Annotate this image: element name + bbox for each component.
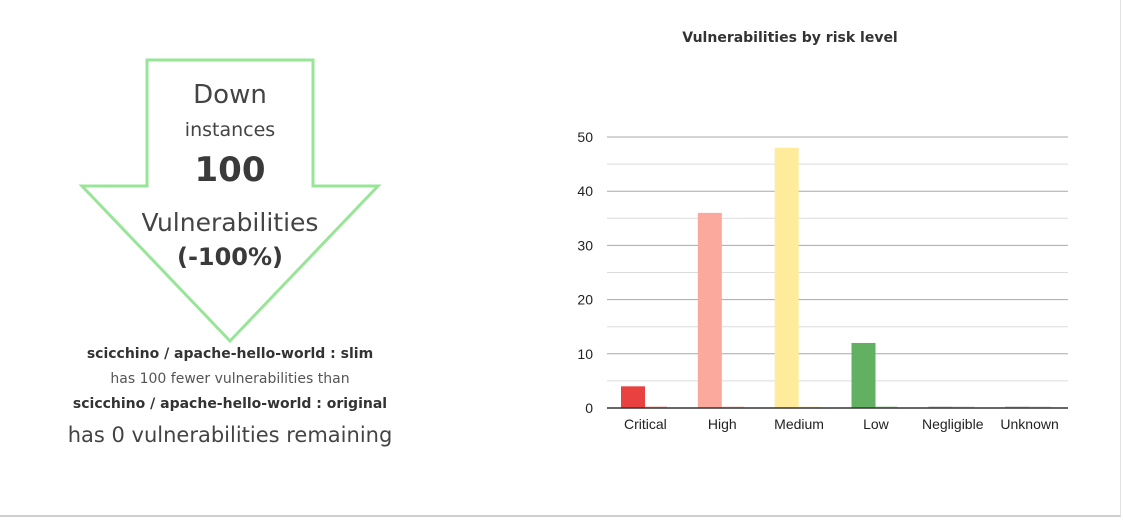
bar-medium[interactable] xyxy=(774,147,799,408)
instances-count: 100 xyxy=(194,150,266,190)
x-category-label: Medium xyxy=(774,416,824,432)
down-arrow-icon xyxy=(78,58,382,344)
y-tick-label: 0 xyxy=(585,400,593,416)
axis-labels: 0 10 20 30 40 50 Critical High Medium Low Negligib… xyxy=(577,129,1058,432)
y-tick-label: 40 xyxy=(577,183,593,199)
percent-change: (-100%) xyxy=(176,243,284,271)
y-tick-label: 10 xyxy=(577,346,593,362)
y-tick-label: 20 xyxy=(577,292,593,308)
comparison-text: has 100 fewer vulnerabilities than xyxy=(110,371,350,387)
bar-low[interactable] xyxy=(851,342,876,408)
chart-title: Vulnerabilities by risk level xyxy=(682,30,898,46)
bar-high[interactable] xyxy=(697,212,722,408)
direction-label: Down xyxy=(193,80,267,110)
instances-label: instances xyxy=(184,119,276,141)
y-tick-label: 50 xyxy=(577,129,593,145)
x-category-label: Critical xyxy=(624,416,667,432)
old-image-name: scicchino / apache-hello-world : origina… xyxy=(72,396,388,412)
down-arrow-shape xyxy=(78,58,382,344)
summary-panel: Down instances 100 Vulnerabilities (-100… xyxy=(0,0,460,470)
bars xyxy=(621,147,1052,408)
vulnerabilities-label: Vulnerabilities xyxy=(141,208,319,237)
remaining-text: has 0 vulnerabilities remaining xyxy=(67,423,393,447)
x-category-label: Low xyxy=(863,416,890,432)
bar-chart: 0 10 20 30 40 50 Critical High Medium Low Negligib… xyxy=(577,129,1068,432)
x-category-label: High xyxy=(708,416,737,432)
new-image-name: scicchino / apache-hello-world : slim xyxy=(86,346,374,362)
x-category-label: Unknown xyxy=(1000,416,1058,432)
bar-critical[interactable] xyxy=(621,386,645,408)
y-tick-label: 30 xyxy=(577,237,593,253)
grid-lines xyxy=(607,136,1068,382)
x-category-label: Negligible xyxy=(922,416,984,432)
